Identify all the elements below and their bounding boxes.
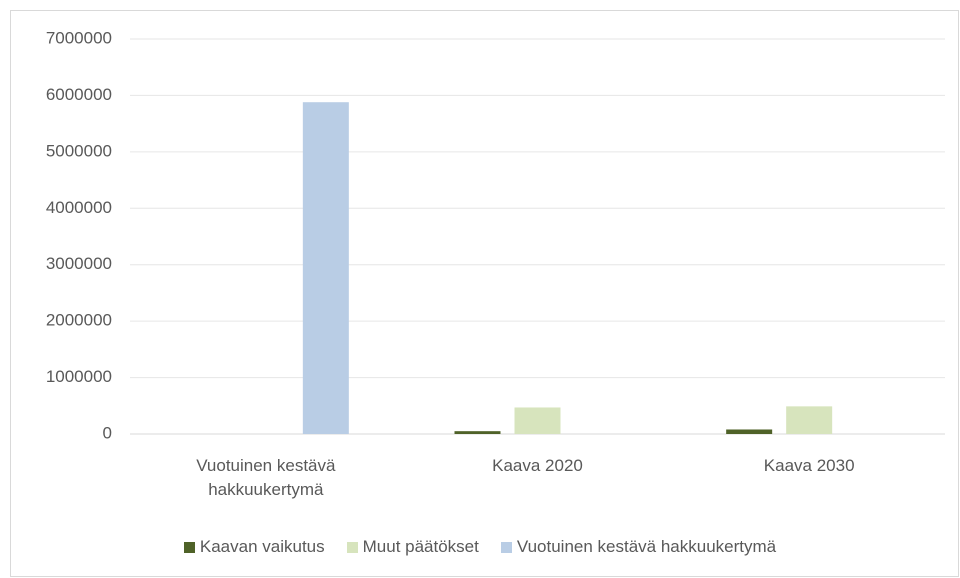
bar <box>454 431 501 434</box>
y-tick-label: 5000000 <box>46 141 112 160</box>
legend-label: Muut päätökset <box>362 537 479 556</box>
chart-border <box>10 10 959 577</box>
y-tick-label: 7000000 <box>46 28 112 47</box>
legend-swatch <box>346 541 358 553</box>
legend-label: Vuotuinen kestävä hakkuukertymä <box>516 537 777 556</box>
bar <box>726 429 773 434</box>
y-tick-label: 0 <box>103 423 112 442</box>
y-tick-label: 1000000 <box>46 367 112 386</box>
legend-item: Muut päätökset <box>346 537 479 557</box>
legend-label: Kaavan vaikutus <box>199 537 325 556</box>
bar <box>514 407 561 434</box>
y-tick-label: 3000000 <box>46 254 112 273</box>
x-tick-label: Kaava 2020 <box>492 456 583 475</box>
x-tick-label: Kaava 2030 <box>763 456 855 475</box>
legend-item: Kaavan vaikutus <box>183 537 325 557</box>
legend-swatch <box>500 541 512 553</box>
legend-item: Vuotuinen kestävä hakkuukertymä <box>500 537 777 557</box>
y-tick-label: 4000000 <box>46 198 112 217</box>
bar <box>302 102 349 434</box>
y-tick-label: 2000000 <box>46 311 112 330</box>
x-tick-label: Vuotuinen kestävä hakkuukertymä <box>196 456 336 499</box>
legend: Kaavan vaikutus Muut päätökset Vuotuinen k… <box>0 537 960 557</box>
y-tick-label: 6000000 <box>46 85 112 104</box>
legend-swatch <box>183 541 195 553</box>
bar <box>786 406 833 434</box>
